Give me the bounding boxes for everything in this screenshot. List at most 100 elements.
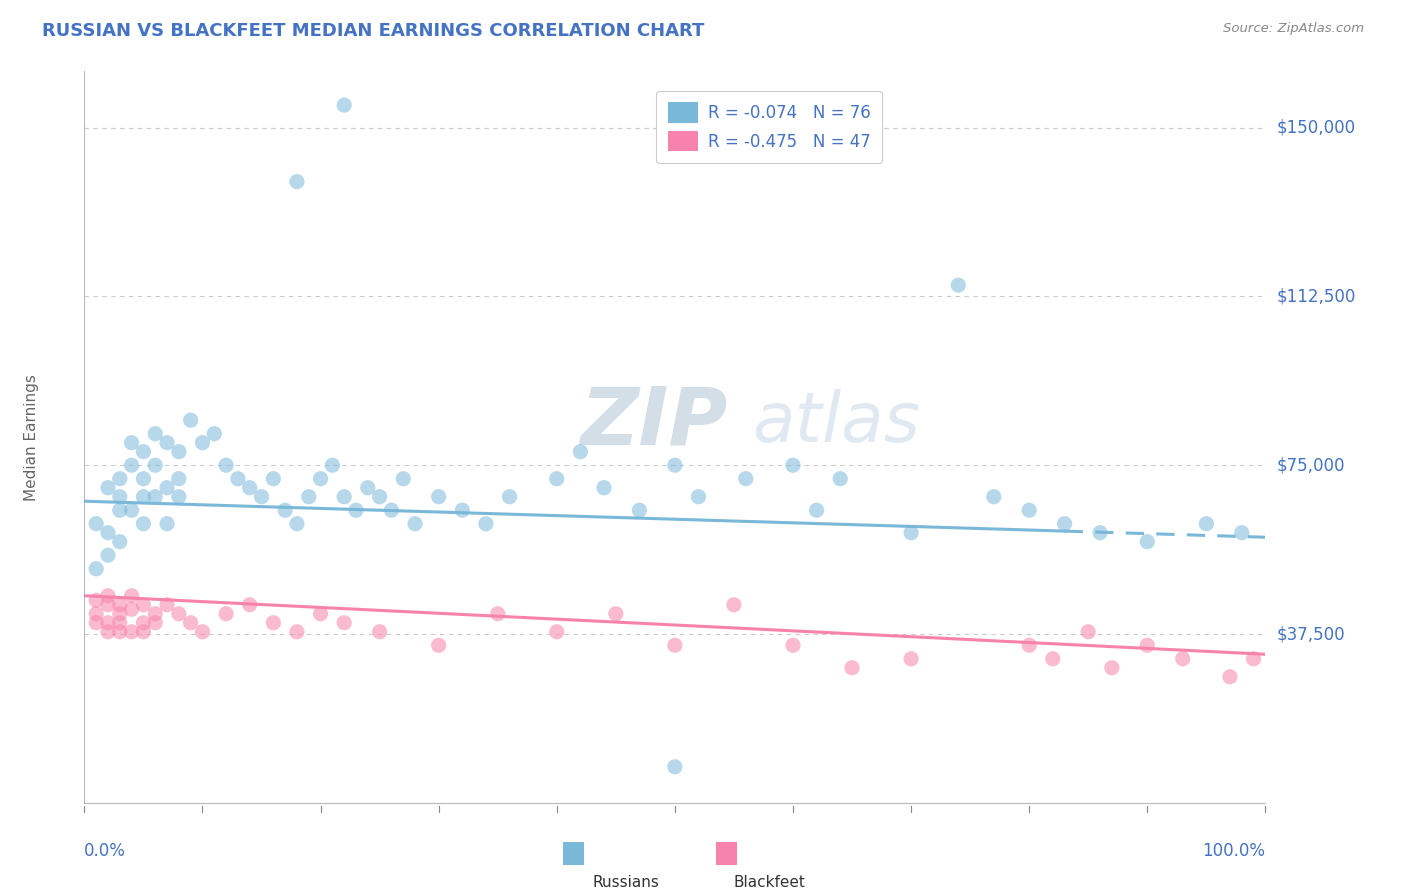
Point [900,652,922,666]
Point [782,638,804,652]
Point [262,615,284,630]
Point [108,534,131,549]
Point [1077,624,1099,639]
Point [1243,652,1265,666]
Point [321,458,343,473]
Point [1088,525,1111,540]
Point [1042,652,1064,666]
Point [108,615,131,630]
Point [97,548,120,562]
Point [108,624,131,639]
Point [84,516,107,531]
Point [143,426,166,441]
Point [239,598,262,612]
Text: Blackfeet: Blackfeet [734,875,806,890]
Point [1018,638,1040,652]
Point [404,516,426,531]
Point [132,624,155,639]
Point [285,175,308,189]
Point [948,278,970,293]
Point [593,481,616,495]
Point [215,458,238,473]
Point [121,602,143,616]
Point [121,503,143,517]
Point [782,458,804,473]
Point [108,472,131,486]
Point [357,481,380,495]
Point [143,490,166,504]
Text: Source: ZipAtlas.com: Source: ZipAtlas.com [1223,22,1364,36]
Point [132,444,155,458]
Point [226,472,249,486]
Point [156,598,179,612]
Point [333,615,356,630]
Point [108,607,131,621]
Point [1219,670,1241,684]
Text: Russians: Russians [592,875,659,890]
Point [239,481,262,495]
Point [108,490,131,504]
Point [132,472,155,486]
Text: atlas: atlas [752,389,920,456]
Point [143,458,166,473]
Point [97,598,120,612]
Point [333,490,356,504]
Point [84,607,107,621]
Point [605,607,627,621]
Text: $150,000: $150,000 [1277,119,1355,136]
Point [191,624,214,639]
Point [628,503,651,517]
Point [1101,661,1123,675]
Point [84,593,107,607]
Point [156,435,179,450]
Point [97,525,120,540]
Point [451,503,474,517]
Point [486,607,509,621]
Text: $112,500: $112,500 [1277,287,1355,305]
Point [132,516,155,531]
Point [688,490,710,504]
Point [132,598,155,612]
Point [97,615,120,630]
Point [723,598,745,612]
Point [180,615,202,630]
Point [1136,534,1159,549]
Point [156,481,179,495]
Point [664,458,686,473]
Point [427,490,450,504]
Point [392,472,415,486]
Point [841,661,863,675]
Point [167,607,190,621]
Point [734,472,756,486]
Point [1230,525,1253,540]
Point [180,413,202,427]
Point [143,607,166,621]
Point [97,481,120,495]
Point [309,607,332,621]
Point [498,490,520,504]
Point [569,444,592,458]
Point [546,624,568,639]
Point [1018,503,1040,517]
Point [121,435,143,450]
Point [167,472,190,486]
Point [546,472,568,486]
Point [900,525,922,540]
Point [97,624,120,639]
Point [121,458,143,473]
Point [167,444,190,458]
Point [664,760,686,774]
Point [108,503,131,517]
Point [298,490,321,504]
Point [250,490,273,504]
Point [262,472,284,486]
Point [1171,652,1194,666]
Point [215,607,238,621]
Point [167,490,190,504]
FancyBboxPatch shape [562,841,583,865]
Text: 0.0%: 0.0% [84,842,127,860]
Point [97,589,120,603]
Point [121,624,143,639]
Point [1136,638,1159,652]
Point [1053,516,1076,531]
